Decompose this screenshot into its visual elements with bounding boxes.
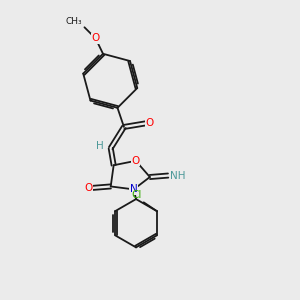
Text: H: H (97, 141, 104, 151)
Text: NH: NH (169, 170, 185, 181)
Text: O: O (84, 183, 92, 193)
Text: CH₃: CH₃ (65, 17, 82, 26)
Text: O: O (145, 118, 153, 128)
Text: O: O (92, 34, 100, 44)
Text: Cl: Cl (132, 190, 142, 200)
Text: N: N (130, 184, 138, 194)
Text: O: O (132, 156, 140, 166)
